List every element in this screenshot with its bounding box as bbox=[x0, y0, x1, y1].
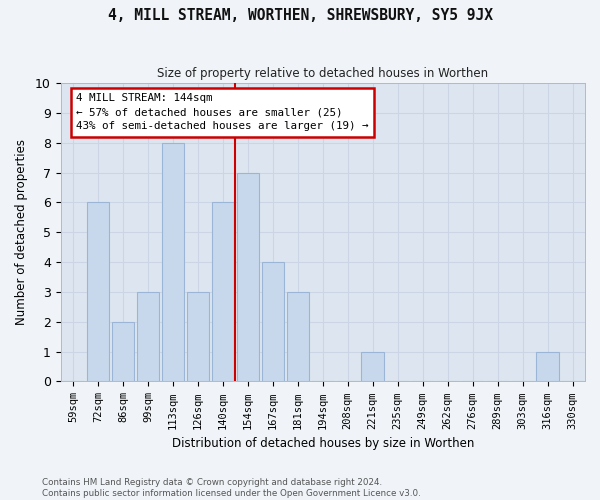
Bar bbox=[212, 202, 234, 382]
Bar bbox=[112, 322, 134, 382]
Bar bbox=[87, 202, 109, 382]
Text: Contains HM Land Registry data © Crown copyright and database right 2024.
Contai: Contains HM Land Registry data © Crown c… bbox=[42, 478, 421, 498]
X-axis label: Distribution of detached houses by size in Worthen: Distribution of detached houses by size … bbox=[172, 437, 474, 450]
Text: 4 MILL STREAM: 144sqm
← 57% of detached houses are smaller (25)
43% of semi-deta: 4 MILL STREAM: 144sqm ← 57% of detached … bbox=[76, 94, 369, 132]
Bar bbox=[361, 352, 384, 382]
Bar bbox=[536, 352, 559, 382]
Title: Size of property relative to detached houses in Worthen: Size of property relative to detached ho… bbox=[157, 68, 488, 80]
Bar bbox=[137, 292, 159, 382]
Bar bbox=[187, 292, 209, 382]
Bar bbox=[161, 142, 184, 382]
Bar bbox=[287, 292, 309, 382]
Y-axis label: Number of detached properties: Number of detached properties bbox=[15, 139, 28, 325]
Bar bbox=[236, 172, 259, 382]
Bar bbox=[262, 262, 284, 382]
Text: 4, MILL STREAM, WORTHEN, SHREWSBURY, SY5 9JX: 4, MILL STREAM, WORTHEN, SHREWSBURY, SY5… bbox=[107, 8, 493, 22]
